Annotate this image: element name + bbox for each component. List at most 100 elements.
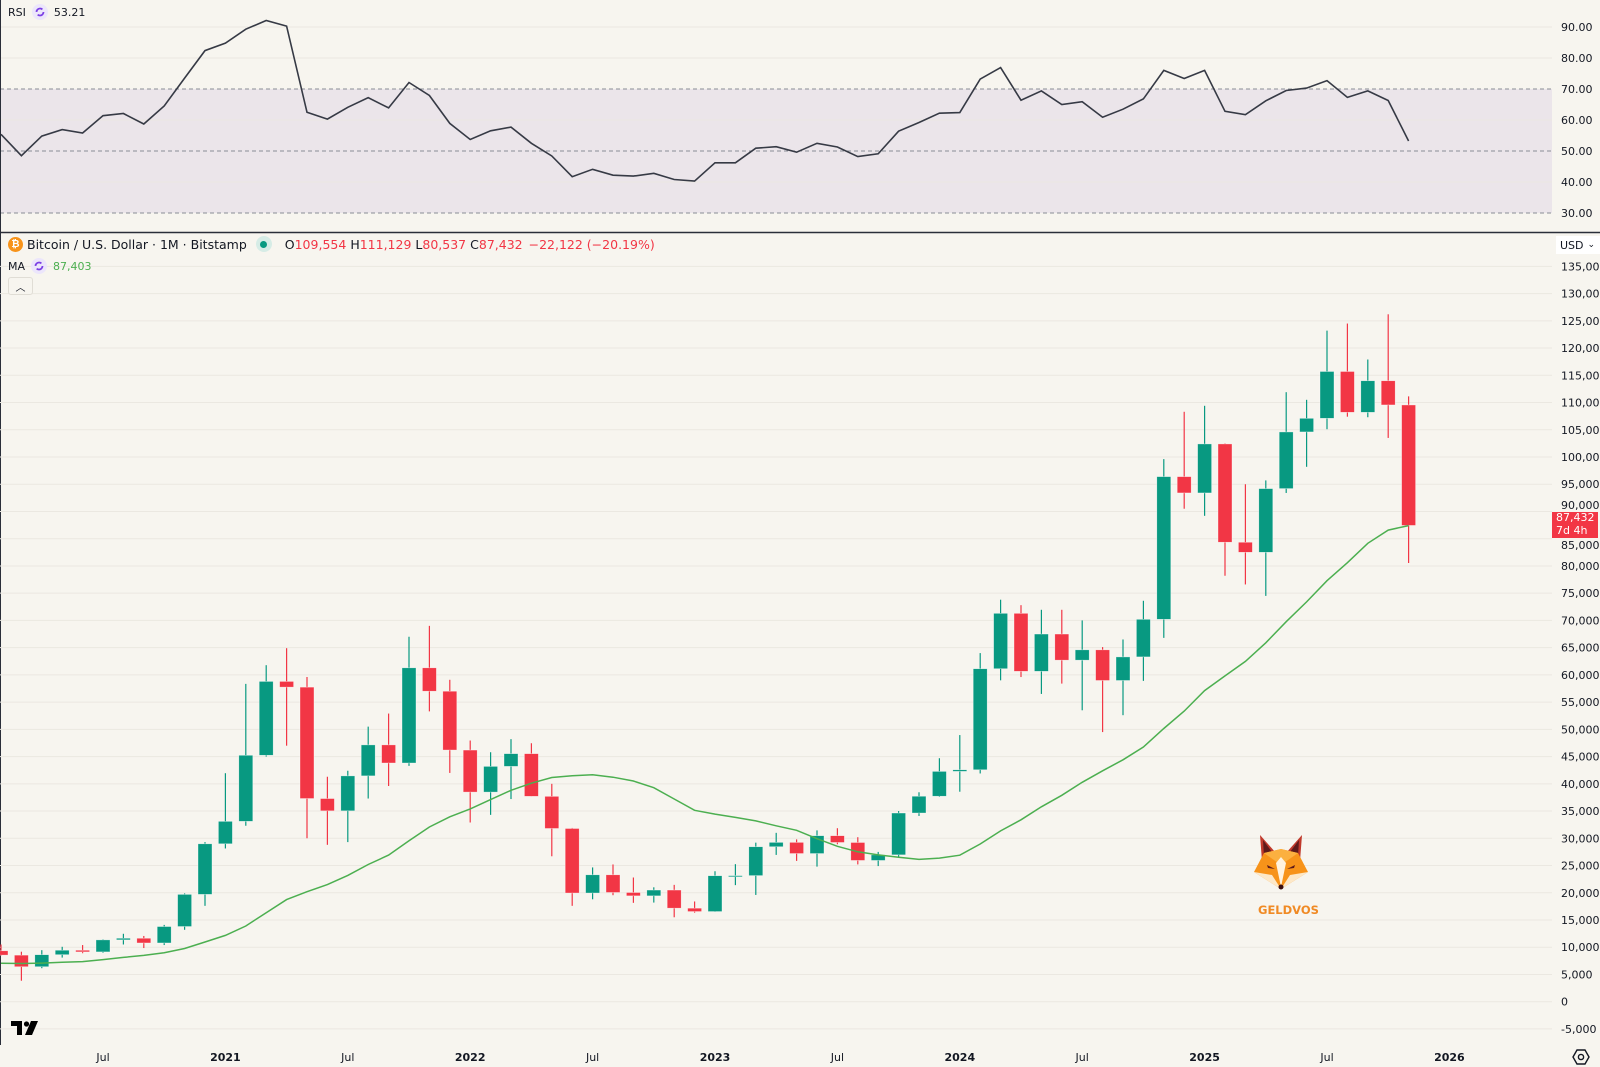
- rsi-tick-label: 30.00: [1561, 207, 1593, 220]
- candle-body: [116, 937, 131, 941]
- settings-gear-icon[interactable]: [1572, 1048, 1590, 1066]
- candle: [442, 679, 458, 773]
- rsi-tick-label: 80.00: [1561, 52, 1593, 65]
- candle-body: [340, 775, 356, 812]
- candle-body: [1034, 633, 1049, 672]
- candles: [0, 314, 1416, 981]
- rsi-line: [0, 19, 1410, 182]
- candle-body: [238, 754, 254, 822]
- candle-body: [422, 667, 437, 692]
- candle: [1340, 323, 1355, 417]
- candle-body: [585, 874, 600, 894]
- tradingview-logo-icon[interactable]: [11, 1021, 39, 1036]
- candle: [340, 770, 356, 843]
- candle: [1115, 639, 1131, 716]
- candle: [483, 752, 498, 815]
- candle-body: [1340, 371, 1355, 413]
- candle: [544, 783, 560, 857]
- price-tick-label: 85,000: [1561, 539, 1600, 552]
- candle: [258, 665, 274, 757]
- candle: [381, 713, 396, 786]
- candle: [1278, 392, 1294, 493]
- candle: [218, 773, 233, 849]
- price-tick-label: 110,000: [1561, 397, 1600, 410]
- rsi-tick-label: 90.00: [1561, 21, 1593, 34]
- last-price-label: 87,432 7d 4h: [1552, 511, 1598, 538]
- price-tick-label: 60,000: [1561, 669, 1600, 682]
- candle-body: [1115, 656, 1131, 681]
- chevron-up-icon: ︿: [15, 282, 26, 294]
- candle-body: [728, 875, 743, 878]
- refresh-cycle-icon[interactable]: [31, 258, 48, 274]
- symbol-title[interactable]: Bitcoin / U.S. Dollar · 1M · Bitstamp: [27, 236, 247, 252]
- collapse-legend-button[interactable]: ︿: [8, 277, 33, 295]
- candle-body: [1197, 443, 1212, 494]
- bar-countdown: 7d 4h: [1556, 523, 1588, 537]
- symbol-legend[interactable]: ₿ Bitcoin / U.S. Dollar · 1M · Bitstamp …: [8, 236, 655, 252]
- candle: [972, 653, 988, 774]
- candle-body: [1238, 541, 1253, 553]
- candle: [197, 842, 213, 906]
- candle: [1074, 620, 1090, 711]
- candle: [707, 871, 723, 912]
- candle-body: [707, 875, 723, 912]
- time-tick-label: Jul: [95, 1051, 109, 1064]
- price-axis[interactable]: -5,000 0 5,000 10,000 15,000 20,000 25,000 30,0…: [1561, 260, 1600, 1036]
- chevron-down-icon: ⌄: [1587, 240, 1596, 250]
- ma-legend[interactable]: MA 87,403: [8, 258, 92, 274]
- high-label: H: [350, 236, 360, 252]
- candle-body: [177, 894, 192, 927]
- currency-dropdown[interactable]: USD ⌄: [1556, 236, 1600, 254]
- candle: [605, 864, 621, 896]
- candle: [789, 839, 804, 861]
- candle: [177, 893, 192, 930]
- candle-body: [605, 874, 621, 893]
- price-tick-label: 35,000: [1561, 805, 1600, 818]
- candle: [75, 945, 90, 954]
- rsi-price-axis[interactable]: 30.00 40.00 50.00 60.00 70.00 80.00 90.00: [1561, 21, 1593, 220]
- candle-body: [891, 812, 906, 856]
- candle-body: [1074, 649, 1090, 661]
- candle-body: [279, 681, 294, 688]
- price-tick-label: 10,000: [1561, 941, 1600, 954]
- time-tick-label: 2022: [455, 1051, 486, 1064]
- candle: [1401, 396, 1416, 564]
- candle-body: [1401, 404, 1416, 526]
- candle: [687, 901, 702, 913]
- candle-body: [1360, 380, 1376, 413]
- candle-body: [54, 949, 70, 955]
- price-tick-label: 90,000: [1561, 499, 1600, 512]
- price-tick-label: 135,000: [1561, 260, 1600, 273]
- candle: [279, 648, 294, 746]
- price-tick-label: 20,000: [1561, 887, 1600, 900]
- candle: [1176, 411, 1192, 509]
- market-status-icon[interactable]: [255, 236, 272, 252]
- candle-body: [462, 749, 478, 793]
- refresh-cycle-icon[interactable]: [31, 4, 48, 20]
- time-tick-label: Jul: [1319, 1051, 1333, 1064]
- candle-body: [1278, 431, 1294, 489]
- candle-body: [1380, 380, 1396, 406]
- candle: [238, 683, 254, 826]
- candle: [646, 887, 662, 903]
- high-value: 111,129: [359, 236, 412, 252]
- price-tick-label: 95,000: [1561, 478, 1600, 491]
- candle: [1319, 330, 1335, 430]
- price-tick-label: 115,000: [1561, 369, 1600, 382]
- rsi-legend[interactable]: RSI 53.21: [8, 4, 85, 20]
- rsi-tick-label: 50.00: [1561, 145, 1593, 158]
- candle-body: [401, 667, 417, 764]
- currency-label: USD: [1560, 238, 1584, 252]
- time-tick-label: 2021: [210, 1051, 241, 1064]
- candle: [748, 842, 764, 895]
- price-tick-label: 15,000: [1561, 914, 1600, 927]
- time-axis[interactable]: Jul 2021 Jul 2022 Jul 2023 Jul 2024 Jul 2025 Jul 20…: [95, 1051, 1465, 1064]
- candle: [809, 830, 825, 867]
- candle-body: [1136, 619, 1151, 658]
- price-tick-label: 0: [1561, 996, 1568, 1009]
- candle: [14, 951, 29, 981]
- price-tick-label: 120,000: [1561, 342, 1600, 355]
- candle: [1054, 609, 1070, 684]
- candle-body: [932, 771, 947, 797]
